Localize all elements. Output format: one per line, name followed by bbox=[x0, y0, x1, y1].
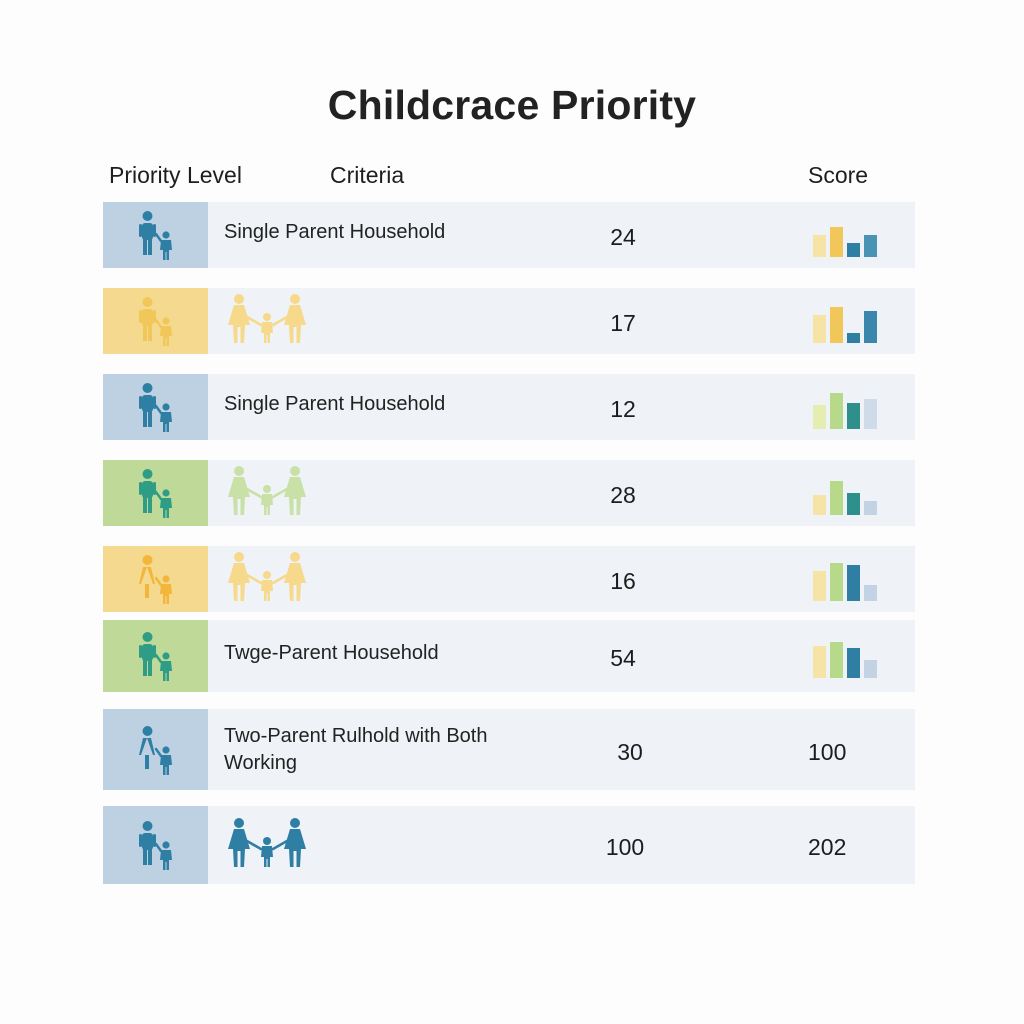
priority-level-swatch bbox=[103, 288, 208, 354]
criteria-label: Single Parent Household bbox=[224, 220, 446, 243]
parent-child-icon bbox=[133, 293, 179, 349]
score-bar bbox=[830, 227, 843, 257]
table-row: Single Parent Household 24 bbox=[103, 202, 915, 268]
score-bar bbox=[830, 642, 843, 678]
score-header: Score bbox=[808, 162, 869, 188]
score-bar bbox=[864, 660, 877, 678]
score-bar bbox=[847, 243, 860, 257]
parent-child-icon bbox=[133, 628, 179, 684]
table-row: 100 202 bbox=[103, 806, 915, 884]
page-title: Childcrace Priority bbox=[327, 82, 697, 128]
priority-level-swatch bbox=[103, 374, 208, 440]
score-bar-icon bbox=[813, 634, 883, 678]
mother-child-icon bbox=[133, 722, 179, 778]
score-bar-icon bbox=[813, 299, 883, 343]
priority-level-swatch bbox=[103, 709, 208, 790]
score-bar bbox=[864, 311, 877, 343]
score-bar bbox=[864, 399, 877, 429]
table-row: 16 bbox=[103, 546, 915, 612]
family-icon bbox=[225, 465, 309, 521]
score-bar-icon bbox=[813, 557, 883, 601]
row-value: 30 bbox=[617, 738, 643, 765]
table-row: Two-Parent Rulhold with Both Working 30 10… bbox=[103, 709, 915, 790]
score-bar bbox=[813, 405, 826, 429]
score-bar-icon bbox=[813, 213, 883, 257]
priority-level-swatch bbox=[103, 202, 208, 268]
criteria-label: Twge-Parent Household bbox=[224, 641, 439, 664]
score-bar bbox=[864, 585, 877, 601]
priority-level-swatch bbox=[103, 460, 208, 526]
score-bar bbox=[813, 235, 826, 257]
row-value: 16 bbox=[610, 568, 636, 594]
parent-child-icon bbox=[133, 207, 179, 263]
priority-level-header: Priority Level bbox=[109, 162, 242, 188]
table-row: 28 bbox=[103, 460, 915, 526]
parent-child-icon bbox=[133, 379, 179, 435]
row-value: 12 bbox=[610, 396, 636, 422]
score-bar bbox=[813, 495, 826, 515]
score-bar bbox=[847, 565, 860, 601]
criteria-label: Single Parent Household bbox=[224, 392, 446, 415]
score-bar bbox=[847, 648, 860, 678]
score-bar bbox=[813, 315, 826, 343]
row-value: 28 bbox=[610, 482, 636, 508]
priority-level-swatch bbox=[103, 620, 208, 692]
criteria-header: Criteria bbox=[330, 162, 405, 188]
score-bar bbox=[830, 307, 843, 343]
parent-child-icon bbox=[133, 551, 179, 607]
row-value: 100 bbox=[605, 834, 645, 860]
score-bar bbox=[847, 493, 860, 515]
row-value: 54 bbox=[610, 645, 636, 671]
score-bar bbox=[847, 403, 860, 429]
table-row: 17 bbox=[103, 288, 915, 354]
score-bar bbox=[847, 333, 860, 343]
score-bar bbox=[830, 481, 843, 515]
score-bar bbox=[864, 235, 877, 257]
criteria-label: Two-Parent Rulhold with Both Working bbox=[224, 724, 488, 774]
priority-level-swatch bbox=[103, 806, 208, 884]
score-value: 100 bbox=[808, 738, 847, 765]
family-icon bbox=[225, 817, 309, 873]
parent-child-icon bbox=[133, 465, 179, 521]
score-bar bbox=[830, 563, 843, 601]
score-bar-icon bbox=[813, 471, 883, 515]
score-bar bbox=[813, 646, 826, 678]
score-bar bbox=[830, 393, 843, 429]
family-icon bbox=[225, 293, 309, 349]
priority-level-swatch bbox=[103, 546, 208, 612]
score-value: 202 bbox=[808, 834, 847, 860]
row-value: 24 bbox=[610, 224, 636, 250]
score-bar bbox=[864, 501, 877, 515]
row-value: 17 bbox=[610, 310, 636, 336]
score-bar bbox=[813, 571, 826, 601]
score-bar-icon bbox=[813, 385, 883, 429]
parent-child-icon bbox=[133, 817, 179, 873]
family-icon bbox=[225, 551, 309, 607]
table-row: Twge-Parent Household 54 bbox=[103, 620, 915, 692]
table-row: Single Parent Household 12 bbox=[103, 374, 915, 440]
